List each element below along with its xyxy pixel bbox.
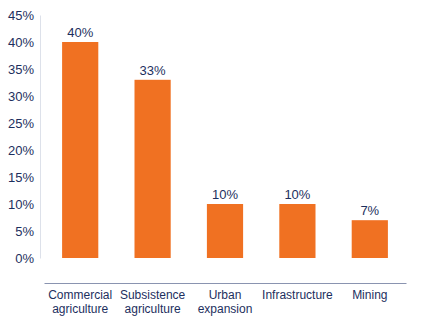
y-tick-label: 45% (8, 8, 34, 23)
x-tick-label: Subsistenceagriculture (120, 288, 186, 316)
y-axis-line (40, 16, 41, 259)
y-tick-label: 10% (8, 197, 34, 212)
x-axis: CommercialagricultureSubsistenceagricult… (45, 283, 407, 316)
x-tick-label-line: agriculture (125, 302, 181, 316)
x-tick-label-line: Subsistence (120, 288, 186, 302)
y-tick: 20% (8, 143, 40, 158)
x-tick-label-line: Mining (352, 288, 387, 302)
x-tick-label-line: Infrastructure (262, 288, 333, 302)
chart: 0%5%10%15%20%25%30%35%40%45%Commercialag… (0, 0, 435, 319)
x-tick-label: Mining (352, 288, 387, 302)
y-tick: 25% (8, 116, 40, 131)
x-tick-label-line: agriculture (52, 302, 108, 316)
bar (352, 220, 388, 258)
x-tick: Commercialagriculture (48, 283, 112, 316)
y-tick-label: 30% (8, 89, 34, 104)
y-tick-label: 40% (8, 35, 34, 50)
y-tick: 10% (8, 197, 40, 212)
x-tick: Infrastructure (262, 283, 333, 302)
x-tick: Subsistenceagriculture (120, 283, 186, 316)
y-tick: 30% (8, 89, 40, 104)
y-tick-label: 5% (15, 224, 34, 239)
x-tick-label-line: expansion (198, 302, 253, 316)
data-label: 33% (140, 63, 166, 78)
y-tick: 15% (8, 170, 40, 185)
x-tick-label-line: Urban (209, 288, 242, 302)
y-tick-label: 20% (8, 143, 34, 158)
data-labels: 40% 33% 10% 10% 7% (67, 25, 379, 218)
x-tick-label: Infrastructure (262, 288, 333, 302)
bar (135, 80, 171, 258)
y-tick-label: 25% (8, 116, 34, 131)
data-label: 10% (212, 187, 238, 202)
x-tick-label: Commercialagriculture (48, 288, 112, 316)
bars (62, 42, 388, 258)
y-tick: 45% (8, 8, 40, 23)
y-tick-label: 15% (8, 170, 34, 185)
data-label: 7% (360, 203, 379, 218)
y-tick: 35% (8, 62, 40, 77)
y-axis: 0% 5% 10% 15% 20% 25% 30% 35% 40% 45% (8, 8, 41, 266)
bar (279, 204, 315, 258)
y-tick: 5% (15, 224, 40, 239)
bar (62, 42, 98, 258)
x-tick: Mining (352, 283, 387, 302)
y-tick-label: 35% (8, 62, 34, 77)
x-tick-label-line: Commercial (48, 288, 112, 302)
x-tick-label: Urbanexpansion (198, 288, 253, 316)
x-axis-line (45, 283, 407, 284)
bar (207, 204, 243, 258)
data-label: 40% (67, 25, 93, 40)
y-tick-label: 0% (15, 251, 34, 266)
data-label: 10% (284, 187, 310, 202)
x-tick: Urbanexpansion (198, 283, 253, 316)
y-tick: 0% (15, 251, 40, 266)
y-tick: 40% (8, 35, 40, 50)
